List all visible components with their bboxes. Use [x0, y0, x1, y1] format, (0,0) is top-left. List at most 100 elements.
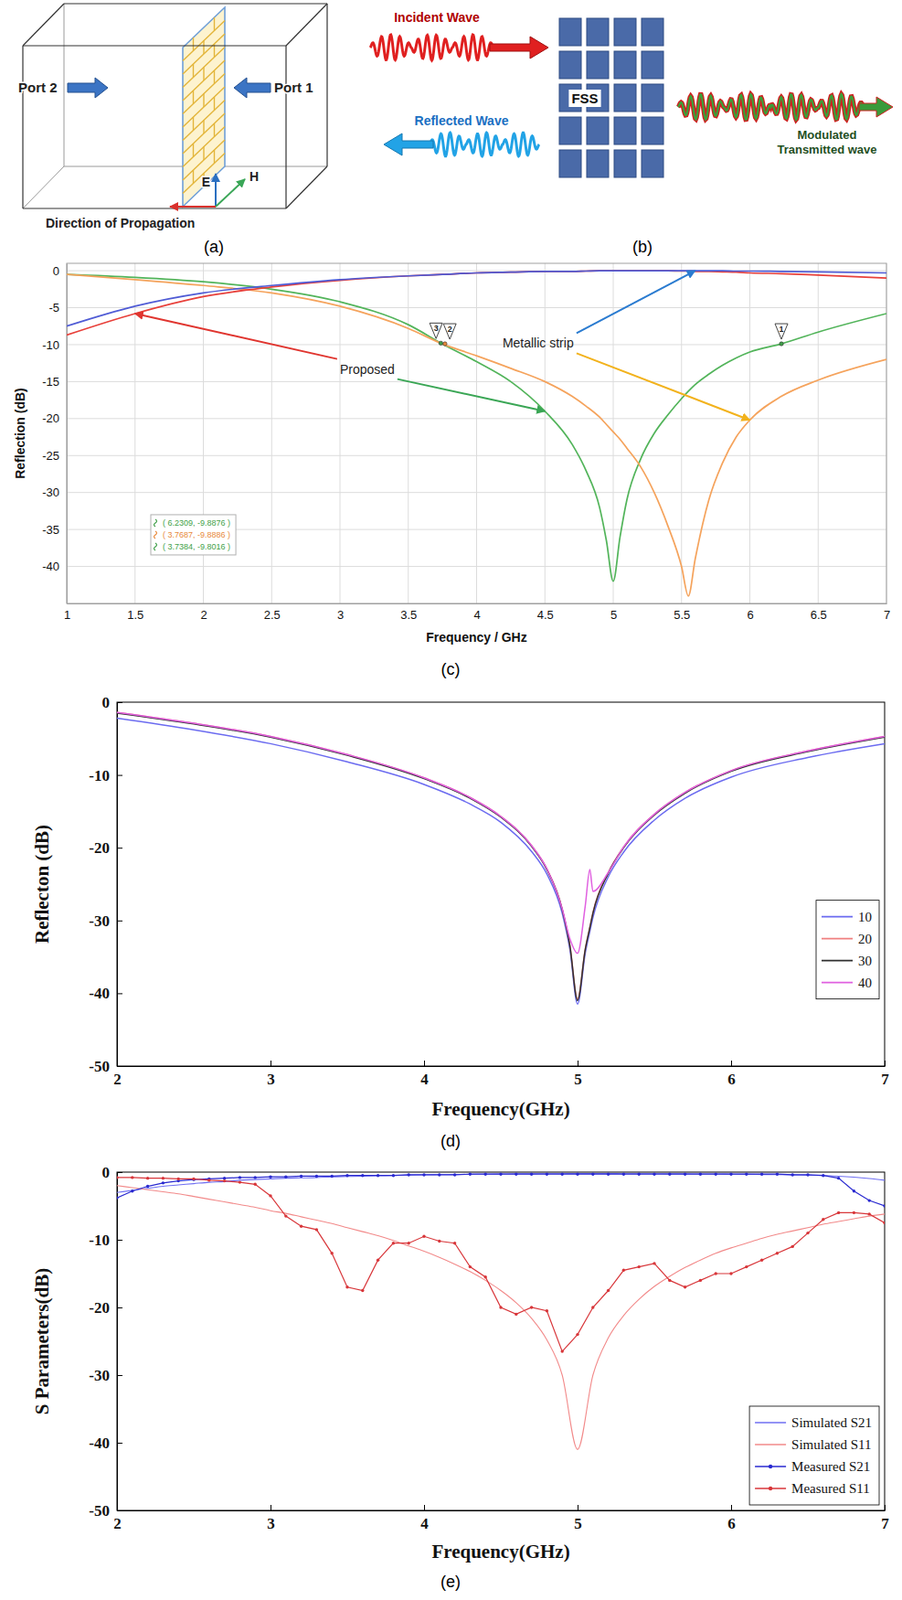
fss-grid-line	[213, 149, 215, 164]
fss-cell	[614, 84, 637, 112]
axis-line	[66, 264, 68, 605]
tick-label: -10	[88, 1230, 110, 1249]
grid-line	[476, 263, 478, 604]
data-point	[561, 1348, 564, 1352]
port-arrow	[233, 77, 271, 98]
data-point	[729, 1172, 733, 1176]
data-point	[637, 1172, 641, 1176]
tick-mark	[116, 1239, 123, 1241]
tick-label: 2	[113, 1070, 122, 1088]
data-point	[806, 1230, 809, 1234]
legend-marker	[768, 1464, 773, 1468]
data-point	[699, 1278, 702, 1282]
data-point	[561, 1172, 564, 1176]
tick-label: 4	[420, 1514, 429, 1532]
axis-line	[116, 702, 118, 1067]
x-tick: 6	[746, 603, 754, 622]
transmitted-arrow	[859, 96, 893, 117]
legend-label: 20	[858, 931, 872, 946]
y-tick: -10	[42, 338, 67, 352]
data-point	[315, 1174, 319, 1178]
tick-mark	[116, 1442, 123, 1444]
tick-label: -40	[88, 984, 110, 1002]
data-point	[161, 1180, 165, 1184]
tick-mark	[424, 1060, 425, 1066]
data-point	[714, 1271, 718, 1274]
grid-line	[339, 263, 341, 604]
tick-label: 0	[53, 264, 60, 278]
fss-cell	[586, 116, 609, 145]
legend-label: Measured S11	[791, 1480, 871, 1496]
data-point	[254, 1175, 257, 1178]
data-point	[591, 1172, 595, 1176]
tick-mark	[424, 1504, 425, 1510]
fss-cell	[586, 18, 609, 46]
readout-text: ( 6.2309, -9.8876 )	[162, 518, 231, 528]
incident-wave	[370, 34, 494, 61]
marker-flag	[429, 322, 443, 339]
data-point	[837, 1210, 840, 1214]
data-point	[530, 1305, 533, 1308]
legend-swatch	[821, 915, 853, 918]
data-point	[575, 1172, 579, 1176]
data-point	[760, 1172, 764, 1176]
readout-icon	[154, 530, 158, 539]
data-point	[407, 1172, 411, 1176]
data-point	[177, 1177, 181, 1180]
fss-grid-line	[213, 96, 215, 111]
legend-label: 10	[858, 909, 872, 924]
fss-grid-line	[202, 41, 204, 55]
reflected-wave	[429, 132, 540, 157]
data-point	[514, 1172, 518, 1176]
grid-line	[407, 263, 409, 604]
data-point	[868, 1211, 871, 1215]
tick-label: -15	[42, 374, 60, 389]
tick-label: 7	[880, 1070, 890, 1088]
data-point	[729, 1271, 733, 1274]
marker-point	[443, 341, 447, 346]
panel-caption: (c)	[441, 659, 461, 679]
y-tick: -20	[88, 1298, 123, 1316]
fss-grid-line	[192, 37, 194, 52]
fss-cell	[559, 149, 582, 178]
port-label: Port 2	[18, 79, 58, 96]
legend-label: 30	[858, 953, 872, 968]
tick-label: -20	[88, 838, 110, 857]
tick-label: -35	[42, 522, 60, 537]
axis-line	[117, 1065, 886, 1067]
panel-caption: (d)	[440, 1131, 461, 1150]
tick-label: 6	[727, 1514, 736, 1532]
x-tick: 3	[337, 603, 344, 622]
legend-swatch	[821, 981, 853, 984]
data-point	[268, 1193, 272, 1197]
tick-label: 6	[746, 607, 754, 622]
tick-label: 2	[113, 1514, 122, 1532]
data-point	[238, 1175, 242, 1178]
data-point	[238, 1179, 242, 1183]
data-point	[146, 1176, 149, 1179]
tick-label: 4.5	[537, 607, 554, 622]
data-point	[360, 1173, 364, 1177]
x-tick: 5	[610, 603, 617, 622]
y-tick: -25	[42, 448, 67, 463]
data-point	[606, 1288, 610, 1292]
marker-label: 1	[779, 324, 785, 334]
legend-swatch	[754, 1443, 786, 1444]
data-point	[376, 1258, 380, 1262]
data-point	[130, 1175, 134, 1178]
tick-label: -40	[42, 559, 60, 574]
diagram-b: FSSIncident WaveReflected WaveModulatedT…	[370, 10, 893, 178]
readout-text: ( 3.7687, -9.8886 )	[162, 530, 231, 540]
grid-line	[680, 263, 682, 604]
tick-label: 6.5	[810, 607, 828, 622]
reflected-arrow	[383, 133, 434, 156]
data-point	[254, 1182, 257, 1186]
data-point	[268, 1174, 272, 1178]
tick-mark	[270, 1060, 272, 1066]
tick-mark	[884, 1060, 886, 1066]
grid-line	[66, 417, 887, 419]
series-line	[116, 711, 885, 953]
data-point	[714, 1172, 718, 1176]
data-point	[360, 1288, 364, 1292]
y-tick: -10	[88, 766, 123, 785]
